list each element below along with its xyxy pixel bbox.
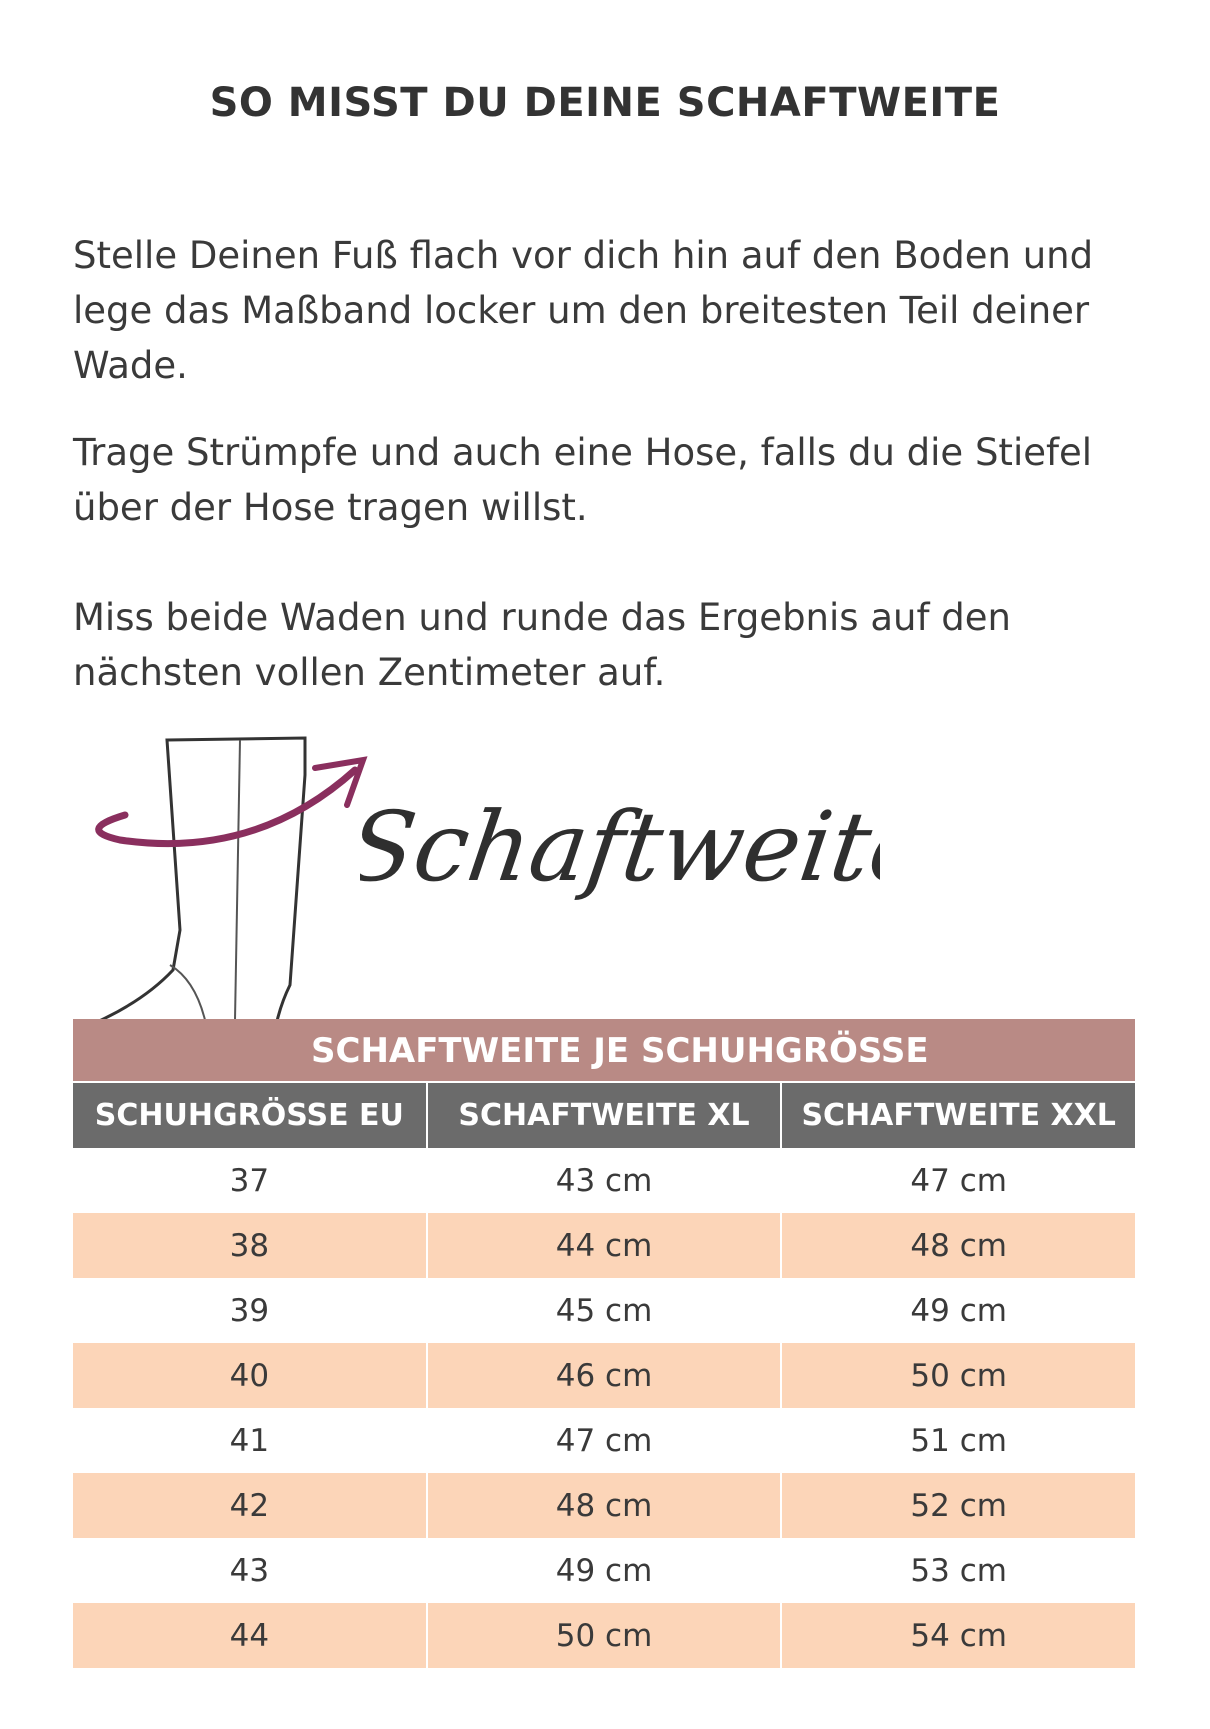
table-row: 38 44 cm 48 cm (73, 1213, 1135, 1278)
table-cell: 43 cm (425, 1148, 781, 1213)
size-table: SCHAFTWEITE JE SCHUHGRÖSSE SCHUHGRÖSSE E… (73, 1019, 1135, 1668)
header-xl: SCHAFTWEITE XL (425, 1083, 781, 1148)
table-cell: 42 (229, 1487, 270, 1524)
header-shoe-size: SCHUHGRÖSSE EU (94, 1098, 404, 1133)
table-cell: 47 cm (780, 1148, 1135, 1213)
table-cell: 38 (229, 1227, 270, 1264)
table-caption: SCHAFTWEITE JE SCHUHGRÖSSE (73, 1019, 1135, 1081)
table-cell: 45 cm (425, 1278, 781, 1343)
table-cell: 43 (229, 1552, 270, 1589)
table-row: 37 43 cm 47 cm (73, 1148, 1135, 1213)
table-cell: 46 cm (425, 1343, 781, 1408)
table-cell: 51 cm (780, 1408, 1135, 1473)
table-row: 41 47 cm 51 cm (73, 1408, 1135, 1473)
table-row: 39 45 cm 49 cm (73, 1278, 1135, 1343)
table-cell: 41 (229, 1422, 270, 1459)
table-cell: 54 cm (780, 1603, 1135, 1668)
table-cell: 37 (229, 1162, 270, 1199)
table-cell: 39 (229, 1292, 270, 1329)
schaftweite-script-logo: Schaftweite (360, 790, 880, 902)
table-cell: 52 cm (780, 1473, 1135, 1538)
table-row: 42 48 cm 52 cm (73, 1473, 1135, 1538)
table-header: SCHUHGRÖSSE EU SCHAFTWEITE XL SCHAFTWEIT… (73, 1083, 1135, 1148)
paragraph-2: Trage Strümpfe und auch eine Hose, falls… (73, 431, 1093, 529)
table-cell: 47 cm (425, 1408, 781, 1473)
table-cell: 49 cm (780, 1278, 1135, 1343)
paragraph-3: Miss beide Waden und runde das Ergebnis … (73, 596, 1011, 694)
header-xxl: SCHAFTWEITE XXL (780, 1083, 1135, 1148)
table-cell: 49 cm (425, 1538, 781, 1603)
table-cell: 40 (229, 1357, 270, 1394)
table-row: 43 49 cm 53 cm (73, 1538, 1135, 1603)
svg-text:Schaftweite: Schaftweite (360, 790, 880, 902)
table-row: 40 46 cm 50 cm (73, 1343, 1135, 1408)
table-cell: 48 cm (780, 1213, 1135, 1278)
table-cell: 48 cm (425, 1473, 781, 1538)
table-cell: 50 cm (780, 1343, 1135, 1408)
table-row: 44 50 cm 54 cm (73, 1603, 1135, 1668)
table-cell: 44 (229, 1617, 270, 1654)
paragraph-1: Stelle Deinen Fuß flach vor dich hin auf… (73, 234, 1094, 387)
page-title: SO MISST DU DEINE SCHAFTWEITE (209, 80, 1001, 126)
table-cell: 50 cm (425, 1603, 781, 1668)
table-cell: 44 cm (425, 1213, 781, 1278)
table-cell: 53 cm (780, 1538, 1135, 1603)
